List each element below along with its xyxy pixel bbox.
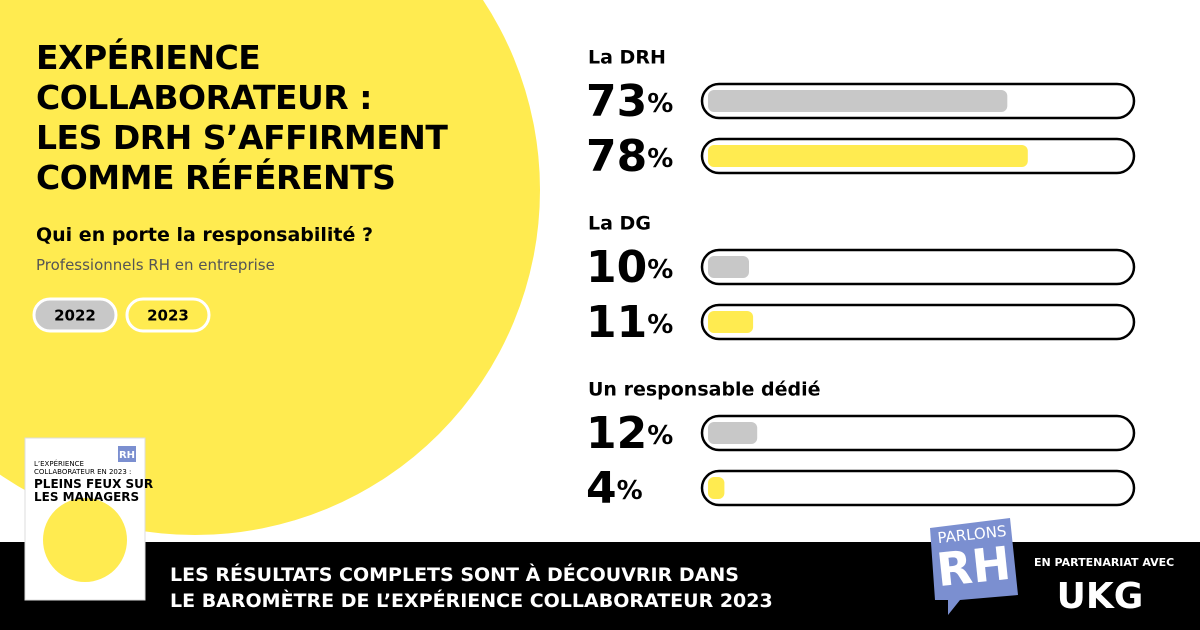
value-label: 78% xyxy=(586,131,673,182)
logo-main: RH xyxy=(934,536,1013,597)
bar-track xyxy=(700,248,1136,286)
cover-badge xyxy=(118,446,136,462)
cover-circle xyxy=(43,498,127,582)
bar xyxy=(708,90,1008,112)
value-label: 10% xyxy=(586,242,673,293)
value-number: 10 xyxy=(586,242,647,293)
value-unit: % xyxy=(647,255,673,285)
value-unit: % xyxy=(647,89,673,119)
value-label: 4% xyxy=(586,463,643,514)
value-number: 4 xyxy=(586,463,617,514)
value-unit: % xyxy=(647,310,673,340)
bar xyxy=(708,256,749,278)
value-number: 78 xyxy=(586,131,647,182)
value-label: 73% xyxy=(586,76,673,127)
category-label: La DRH xyxy=(588,47,666,69)
partner-label: EN PARTENARIAT AVEC xyxy=(1034,556,1175,569)
value-unit: % xyxy=(617,476,643,506)
value-label: 12% xyxy=(586,408,673,459)
logo-bubble xyxy=(930,518,1018,615)
background-circle xyxy=(0,0,540,535)
footer-text: LES RÉSULTATS COMPLETS SONT À DÉCOUVRIR … xyxy=(170,564,773,612)
bar xyxy=(708,477,725,499)
value-unit: % xyxy=(647,421,673,451)
legend-pill xyxy=(125,297,211,333)
cover-badge-text: RH xyxy=(119,450,135,461)
value-number: 73 xyxy=(586,76,647,127)
note: Professionnels RH en entreprise xyxy=(36,256,275,274)
legend-label: 2022 xyxy=(54,307,96,325)
bar-track xyxy=(700,303,1136,341)
value-number: 11 xyxy=(586,297,647,348)
bar xyxy=(708,145,1028,167)
cover-kicker: L’EXPÉRIENCE COLLABORATEUR EN 2023 : xyxy=(34,460,132,476)
subtitle: Qui en porte la responsabilité ? xyxy=(36,224,374,246)
bar-track xyxy=(700,414,1136,452)
category-label: La DG xyxy=(588,213,651,235)
chart-title: EXPÉRIENCE COLLABORATEUR : LES DRH S’AFF… xyxy=(36,38,448,197)
value-unit: % xyxy=(647,144,673,174)
partner-logo: UKG xyxy=(1057,576,1144,617)
legend-label: 2023 xyxy=(147,307,189,325)
bar xyxy=(708,422,758,444)
cover-headline: PLEINS FEUX SUR LES MANAGERS xyxy=(34,477,154,504)
legend-pill xyxy=(32,297,118,333)
value-number: 12 xyxy=(586,408,647,459)
category-label: Un responsable dédié xyxy=(588,379,821,401)
bar xyxy=(708,311,754,333)
bar-track xyxy=(700,469,1136,507)
value-label: 11% xyxy=(586,297,673,348)
